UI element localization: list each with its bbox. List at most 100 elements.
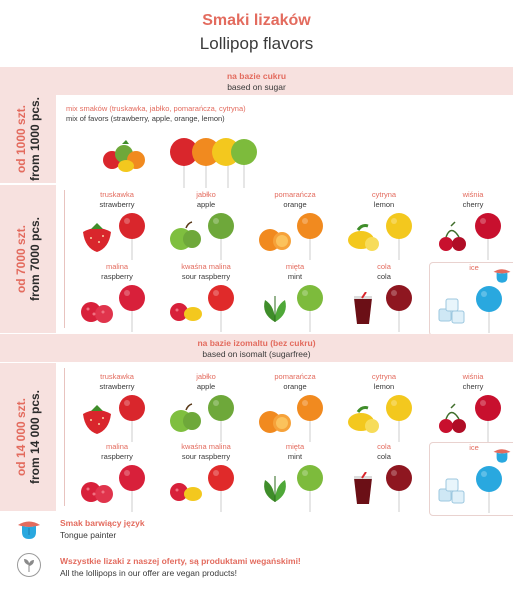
flavor-label-pl: malina	[105, 262, 129, 271]
flavor-label-en: cherry	[462, 200, 484, 209]
tier-1000-side: od 1000 szt. from 1000 pcs.	[0, 95, 56, 183]
flavor-label-pl: wiśnia	[462, 372, 484, 381]
flavor-label-pl: cola	[377, 262, 391, 271]
strawberry-icon	[83, 405, 111, 434]
flavor-strawberry: truskawka strawberry	[73, 190, 161, 264]
flavor-cola: cola cola	[340, 262, 428, 336]
flavor-lemon: cytryna lemon	[340, 190, 428, 264]
lollipop-icon	[297, 465, 323, 512]
sour-raspberry-icon	[170, 483, 202, 501]
lollipop-icon	[297, 285, 323, 332]
flavor-label-en: mint	[287, 272, 303, 281]
ice-cubes-icon	[438, 478, 465, 504]
flavor-cherry: wiśnia cherry	[429, 372, 513, 446]
flavor-mint: mięta mint	[251, 442, 339, 516]
flavor-label-en: strawberry	[99, 382, 135, 391]
flavor-label-en: apple	[196, 200, 216, 209]
flavor-label-en: lemon	[373, 200, 395, 209]
lollipop-icon	[297, 213, 323, 260]
lollipop-icon	[475, 395, 501, 442]
page-title-english: Lollipop flavors	[199, 34, 314, 53]
lollipop-icon	[476, 286, 502, 333]
lollipop-icon	[208, 395, 234, 442]
ice-cubes-icon	[438, 298, 465, 324]
flavor-label-en: orange	[283, 382, 307, 391]
flavor-label-en: cherry	[462, 382, 484, 391]
tier-7000-label: od 7000 szt. from 7000 pcs.	[14, 216, 42, 302]
raspberry-icon	[81, 482, 113, 503]
lemon-icon	[348, 224, 379, 251]
flavor-label-pl: mięta	[285, 442, 305, 451]
flavor-label-en: cola	[377, 272, 391, 281]
mix-lollipops-icon	[170, 138, 257, 188]
apple-icon	[170, 403, 201, 432]
flavor-mint: mięta mint	[251, 262, 339, 336]
flavor-label-pl: mięta	[285, 262, 305, 271]
tongue-painter-icon	[493, 449, 511, 463]
sugar-section-label-en: based on sugar	[227, 82, 286, 92]
lollipop-icon	[119, 285, 145, 332]
lollipop-icon	[476, 466, 502, 513]
vegan-note: Wszystkie lizaki z naszej oferty, są pro…	[60, 556, 301, 578]
flavor-label-pl: kwaśna malina	[181, 262, 231, 271]
strawberry-icon	[83, 223, 111, 252]
flavor-label-en: sour raspberry	[181, 452, 231, 461]
flavor-label-pl: pomarańcza	[274, 190, 316, 199]
sugar-section-label-pl: na bazie cukru	[226, 71, 287, 81]
flavor-ice: ice	[429, 262, 513, 336]
lollipop-icon	[119, 213, 145, 260]
flavor-cherry: wiśnia cherry	[429, 190, 513, 264]
lemon-icon	[348, 406, 379, 433]
flavor-label-pl: wiśnia	[462, 190, 484, 199]
lollipop-icon	[386, 395, 412, 442]
flavor-strawberry: truskawka strawberry	[73, 372, 161, 446]
lollipop-icon	[386, 285, 412, 332]
mixed-fruits-icon	[103, 140, 145, 172]
flavor-orange: pomarańcza orange	[251, 372, 339, 446]
lollipop-icon	[386, 465, 412, 512]
cola-icon	[354, 292, 372, 324]
flavor-label-pl: cytryna	[371, 190, 397, 199]
apple-icon	[170, 221, 201, 250]
flavor-label-en: strawberry	[99, 200, 135, 209]
flavor-apple: jabłko apple	[162, 372, 250, 446]
flavor-label-pl: malina	[105, 442, 129, 451]
lollipop-icon	[208, 465, 234, 512]
tier-14000-label: od 14 000 szt. from 14 000 pcs.	[14, 389, 42, 485]
flavor-label-pl: truskawka	[100, 372, 134, 381]
lollipop-icon	[475, 213, 501, 260]
flavor-label-en: sour raspberry	[181, 272, 231, 281]
isomalt-section-label-en: based on isomalt (sugarfree)	[202, 349, 311, 359]
flavor-apple: jabłko apple	[162, 190, 250, 264]
flavor-label-en: raspberry	[101, 272, 133, 281]
flavor-sour-raspberry: kwaśna malina sour raspberry	[162, 262, 250, 336]
flavor-label-pl: jabłko	[196, 372, 216, 381]
tongue-painter-icon	[18, 521, 40, 539]
page-title-polish: Smaki lizaków	[202, 12, 311, 29]
flavor-label-en: apple	[196, 382, 216, 391]
tier-7000-divider	[64, 190, 65, 328]
lollipop-icon	[208, 213, 234, 260]
flavor-label-pl: jabłko	[196, 190, 216, 199]
tier-14000-side: od 14 000 szt. from 14 000 pcs.	[0, 363, 56, 511]
sour-raspberry-icon	[170, 303, 202, 321]
isomalt-section-header: na bazie izomaltu (bez cukru) based on i…	[0, 334, 513, 362]
orange-icon	[259, 411, 291, 433]
lollipop-icon	[297, 395, 323, 442]
flavor-ice: ice	[429, 442, 513, 516]
flavor-raspberry: malina raspberry	[73, 442, 161, 516]
flavor-cola: cola cola	[340, 442, 428, 516]
tier-14000-divider	[64, 368, 65, 506]
flavor-label-pl: pomarańcza	[274, 372, 316, 381]
flavor-label-en: orange	[283, 200, 307, 209]
flavor-label-pl: cola	[377, 442, 391, 451]
cherry-icon	[439, 403, 466, 433]
orange-icon	[259, 229, 291, 251]
lollipop-icon	[386, 213, 412, 260]
tier-7000-side: od 7000 szt. from 7000 pcs.	[0, 185, 56, 333]
flavor-lemon: cytryna lemon	[340, 372, 428, 446]
flavor-label-pl: ice	[469, 443, 479, 452]
lollipop-icon	[119, 395, 145, 442]
flavor-label-pl: kwaśna malina	[181, 442, 231, 451]
raspberry-icon	[81, 302, 113, 323]
